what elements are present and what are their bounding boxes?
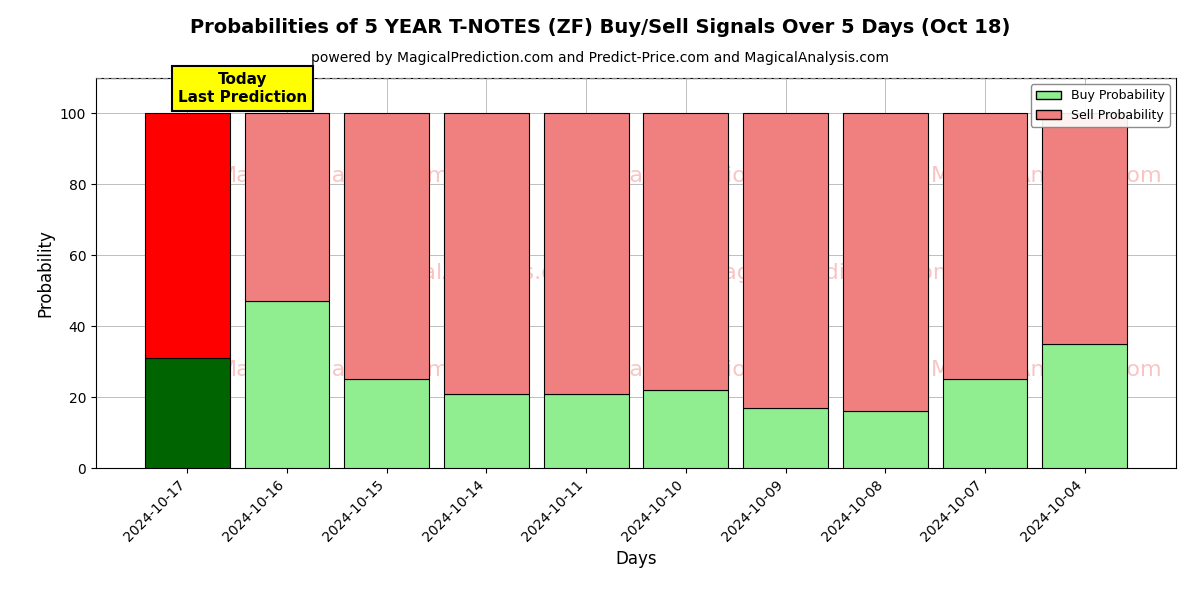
Text: MagicalAnalysis.com: MagicalAnalysis.com: [358, 263, 590, 283]
Bar: [1042, 344, 1127, 468]
Bar: [544, 113, 629, 394]
Text: MagicalAnalysis.com: MagicalAnalysis.com: [930, 166, 1163, 185]
Legend: Buy Probability, Sell Probability: Buy Probability, Sell Probability: [1031, 84, 1170, 127]
Bar: [145, 113, 230, 358]
Bar: [544, 394, 629, 468]
X-axis label: Days: Days: [616, 550, 656, 568]
Text: MagicalPrediction.com: MagicalPrediction.com: [706, 263, 955, 283]
Bar: [444, 113, 529, 394]
Bar: [942, 113, 1027, 379]
Text: Probabilities of 5 YEAR T-NOTES (ZF) Buy/Sell Signals Over 5 Days (Oct 18): Probabilities of 5 YEAR T-NOTES (ZF) Buy…: [190, 18, 1010, 37]
Bar: [245, 301, 330, 468]
Bar: [643, 113, 728, 390]
Bar: [344, 113, 430, 379]
Bar: [344, 379, 430, 468]
Text: Today
Last Prediction: Today Last Prediction: [178, 73, 307, 105]
Text: MagicalPrediction.com: MagicalPrediction.com: [565, 166, 815, 185]
Bar: [444, 394, 529, 468]
Y-axis label: Probability: Probability: [36, 229, 54, 317]
Bar: [942, 379, 1027, 468]
Text: MagicalAnalysis.com: MagicalAnalysis.com: [217, 166, 450, 185]
Text: MagicalAnalysis.com: MagicalAnalysis.com: [217, 361, 450, 380]
Text: powered by MagicalPrediction.com and Predict-Price.com and MagicalAnalysis.com: powered by MagicalPrediction.com and Pre…: [311, 51, 889, 65]
Bar: [643, 390, 728, 468]
Text: MagicalAnalysis.com: MagicalAnalysis.com: [930, 361, 1163, 380]
Bar: [743, 408, 828, 468]
Bar: [145, 358, 230, 468]
Bar: [743, 113, 828, 408]
Bar: [842, 113, 928, 411]
Text: MagicalPrediction.com: MagicalPrediction.com: [565, 361, 815, 380]
Bar: [245, 113, 330, 301]
Bar: [842, 411, 928, 468]
Bar: [1042, 113, 1127, 344]
